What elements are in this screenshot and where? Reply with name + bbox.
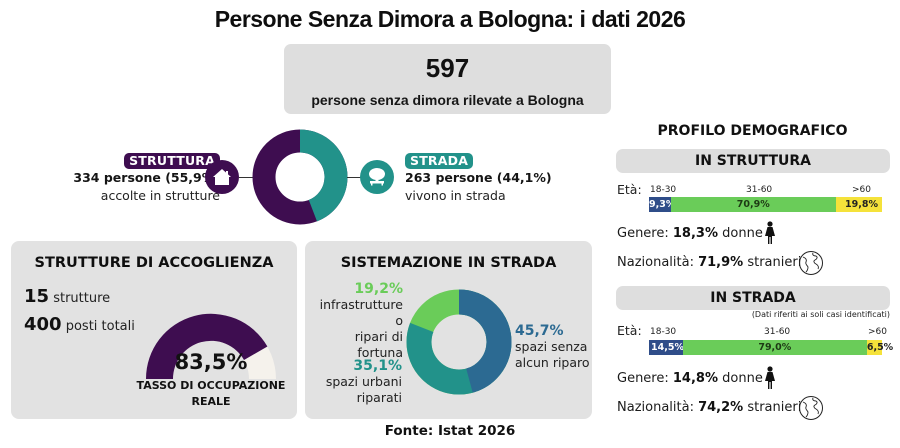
posti-label: posti totali (65, 319, 135, 334)
struttura-nazionalita: Nazionalità: 71,9% stranieri (617, 255, 801, 270)
tree-bench-icon (360, 160, 394, 194)
strada-count: 263 persone (44,1%) (405, 170, 552, 185)
accoglienza-title: STRUTTURE DI ACCOGLIENZA (34, 255, 274, 271)
strada-note: (Dati riferiti ai soli casi identificati… (751, 310, 890, 319)
age-segment-old: 19,8% (835, 197, 882, 212)
sistemazione-title: SISTEMAZIONE IN STRADA (340, 255, 557, 271)
strada-age-group-young: 18-30 (650, 327, 677, 337)
segment-ripari-fortuna: 19,2% infrastrutture o ripari di fortuna (310, 281, 403, 361)
struttura-genere: Genere: 18,3% donne (617, 226, 763, 241)
age-segment-mid: 79,0% (682, 340, 867, 355)
naz-value: 74,2% (698, 400, 744, 415)
total-label: persone senza dimora rilevate a Bologna (311, 92, 584, 108)
total-value: 597 (425, 53, 470, 83)
strutture-num: 15 (24, 286, 50, 307)
age-value: 19,8% (845, 199, 878, 210)
main-donut-chart (252, 129, 348, 225)
genere-prefix: Genere: (617, 371, 669, 386)
strada-nazionalita: Nazionalità: 74,2% stranieri (617, 400, 801, 415)
strada-age-group-mid: 31-60 (764, 327, 791, 337)
strutture-label: strutture (53, 291, 111, 306)
struttura-count: 334 persone (55,9%) (73, 170, 220, 185)
accoglienza-card: STRUTTURE DI ACCOGLIENZA 15 strutture 40… (11, 241, 297, 419)
occupancy-gauge (144, 311, 278, 381)
gauge-value: 83,5% (174, 350, 248, 374)
naz-prefix: Nazionalità: (617, 400, 694, 415)
struttura-section-header: IN STRUTTURA (616, 149, 890, 173)
segment-line2: riparati (356, 390, 402, 405)
genere-value: 14,8% (672, 371, 718, 386)
struttura-eta-label: Età: (617, 182, 642, 197)
struttura-summary: STRUTTURA 334 persone (55,9%) accolte in… (20, 150, 220, 204)
strada-badge: STRADA (405, 153, 474, 169)
strada-summary: STRADA 263 persone (44,1%) vivono in str… (405, 150, 605, 204)
age-value: 70,9% (736, 199, 770, 210)
total-summary-box: 597 persone senza dimora rilevate a Bolo… (284, 44, 611, 114)
naz-suffix: stranieri (747, 400, 802, 415)
posti-num: 400 (24, 314, 62, 335)
struttura-age-group-young: 18-30 (650, 185, 677, 195)
genere-prefix: Genere: (617, 226, 669, 241)
demografia-title: PROFILO DEMOGRAFICO (657, 123, 848, 139)
age-segment-old: 6,5% (866, 340, 893, 355)
naz-prefix: Nazionalità: (617, 255, 694, 270)
globe-icon (798, 250, 824, 280)
struttura-badge: STRUTTURA (124, 153, 220, 169)
sistemazione-card: SISTEMAZIONE IN STRADA 19,2% infrastrutt… (305, 241, 592, 419)
strada-genere: Genere: 14,8% donne (617, 371, 763, 386)
struttura-age-group-mid: 31-60 (746, 185, 773, 195)
segment-pct: 19,2% (354, 281, 403, 297)
strutture-count: 15 strutture (24, 286, 110, 307)
strada-desc: vivono in strada (405, 188, 506, 203)
woman-icon (764, 366, 776, 394)
gauge-label-line1: TASSO DI OCCUPAZIONE (136, 379, 286, 392)
house-icon (205, 160, 239, 194)
age-value: 9,3% (649, 199, 676, 210)
page-title: Persone Senza Dimora a Bologna: i dati 2… (214, 6, 686, 32)
source-footer: Fonte: Istat 2026 (384, 423, 516, 439)
struttura-desc: accolte in strutture (100, 188, 220, 203)
segment-line1: spazi senza (515, 339, 588, 354)
segment-line1: infrastrutture o (319, 297, 403, 328)
age-value: 79,0% (758, 342, 792, 353)
genere-value: 18,3% (672, 226, 718, 241)
strada-age-bar: 14,5% 79,0% 6,5% (649, 340, 893, 355)
connector-line-left (239, 177, 253, 178)
segment-line2: alcun riparo (515, 355, 590, 370)
age-segment-mid: 70,9% (670, 197, 836, 212)
sistemazione-donut-chart (406, 289, 512, 395)
segment-urbani-riparati: 35,1% spazi urbani riparati (310, 358, 402, 406)
strada-eta-label: Età: (617, 323, 642, 338)
struttura-age-group-old: >60 (852, 185, 871, 195)
segment-senza-riparo: 45,7% spazi senza alcun riparo (515, 323, 595, 371)
genere-suffix: donne (722, 226, 763, 241)
genere-suffix: donne (722, 371, 763, 386)
posti-count: 400 posti totali (24, 314, 135, 335)
woman-icon (764, 221, 776, 249)
naz-value: 71,9% (698, 255, 744, 270)
age-segment-young: 9,3% (649, 197, 675, 212)
gauge-label-line2: REALE (191, 395, 231, 408)
segment-line1: spazi urbani (325, 374, 402, 389)
age-segment-young: 14,5% (649, 340, 684, 355)
segment-pct: 35,1% (353, 358, 402, 374)
age-value: 14,5% (651, 342, 684, 353)
segment-pct: 45,7% (515, 323, 564, 339)
segment-line2: ripari di fortuna (354, 329, 403, 360)
strada-age-group-old: >60 (868, 327, 887, 337)
connector-line-right (347, 177, 361, 178)
strada-section-header: IN STRADA (616, 286, 890, 310)
naz-suffix: stranieri (747, 255, 802, 270)
globe-icon (798, 395, 824, 425)
struttura-age-bar: 9,3% 70,9% 19,8% (649, 197, 882, 212)
age-value: 6,5% (866, 342, 894, 353)
